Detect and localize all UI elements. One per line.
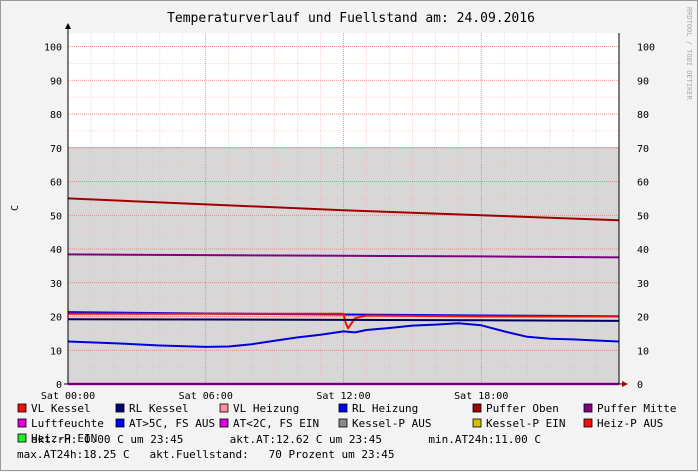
- legend-swatch: [115, 403, 125, 413]
- x-tick-label: Sat 12:00: [316, 391, 370, 402]
- legend-label: Heiz-P AUS: [597, 417, 663, 430]
- y-tick-label: 50: [50, 211, 62, 222]
- x-tick-label: Sat 06:00: [179, 391, 233, 402]
- y-tick-label: 20: [50, 313, 62, 324]
- legend-swatch: [338, 418, 348, 428]
- legend-swatch: [219, 418, 229, 428]
- legend-swatch: [17, 433, 27, 443]
- y-tick-label: 70: [50, 144, 62, 155]
- y-tick-label: 90: [50, 76, 62, 87]
- y-tick-label: 100: [44, 43, 62, 54]
- series-line: [68, 312, 619, 330]
- series-line: [67, 318, 620, 322]
- chart-title: Temperaturverlauf und Fuellstand am: 24.…: [167, 11, 535, 26]
- legend-label: Kessel-P AUS: [352, 417, 431, 430]
- legend: VL Kessel RL Kessel VL Heizung RL Heizung Pu…: [17, 402, 676, 445]
- legend-label: Kessel-P EIN: [486, 417, 565, 430]
- y-tick-label: 40: [50, 245, 62, 256]
- legend-label: RL Kessel: [129, 402, 189, 415]
- legend-label: Puffer Mitte: [597, 402, 676, 415]
- y-tick-label: 10: [50, 346, 62, 357]
- stats-line-1: akt.rH: 0.00 C um 23:45 akt.AT:12.62 C u…: [31, 433, 541, 446]
- y-tick-label-right: 40: [637, 245, 649, 256]
- y-tick-label-right: 30: [637, 279, 649, 290]
- x-axis-arrow: [622, 381, 628, 387]
- stats-line-2: max.AT24h:18.25 C akt.Fuellstand: 70 Pro…: [17, 448, 395, 461]
- series-line: [67, 197, 620, 222]
- y-tick-label: 60: [50, 178, 62, 189]
- legend-label: VL Kessel: [31, 402, 91, 415]
- y-tick-label: 0: [56, 380, 62, 391]
- legend-swatch: [219, 403, 229, 413]
- legend-swatch: [17, 418, 27, 428]
- watermark: RRDTOOL / TOBI OETIKER: [685, 7, 693, 101]
- legend-label: VL Heizung: [233, 402, 299, 415]
- y-tick-label-right: 70: [637, 144, 649, 155]
- y-axis-label: C: [10, 205, 21, 211]
- legend-label: Heiz-P EIN: [31, 432, 97, 445]
- series-line: [67, 253, 620, 259]
- y-tick-labels-left: 0 10 20 30 40 50 60 70 80 90 100: [44, 43, 62, 392]
- y-tick-label-right: 60: [637, 178, 649, 189]
- legend-label: Luftfeuchte: [31, 417, 104, 430]
- series-line: [67, 322, 620, 348]
- legend-label: Puffer Oben: [486, 402, 559, 415]
- legend-swatch: [472, 403, 482, 413]
- y-tick-label: 80: [50, 110, 62, 121]
- legend-label: RL Heizung: [352, 402, 418, 415]
- y-tick-label-right: 10: [637, 346, 649, 357]
- y-tick-label-right: 0: [637, 380, 643, 391]
- y-tick-label-right: 80: [637, 110, 649, 121]
- legend-swatch: [583, 403, 593, 413]
- x-tick-labels: Sat 00:00 Sat 06:00 Sat 12:00 Sat 18:00: [41, 391, 508, 402]
- y-tick-label: 30: [50, 279, 62, 290]
- legend-label: AT<2C, FS EIN: [233, 417, 319, 430]
- legend-swatch: [338, 403, 348, 413]
- legend-swatch: [17, 403, 27, 413]
- y-tick-label-right: 100: [637, 43, 655, 54]
- axes: [64, 23, 628, 387]
- x-tick-label: Sat 00:00: [41, 391, 95, 402]
- y-tick-label-right: 50: [637, 211, 649, 222]
- y-tick-label-right: 90: [637, 76, 649, 87]
- legend-label: AT>5C, FS AUS: [129, 417, 215, 430]
- legend-swatch: [583, 418, 593, 428]
- legend-swatch: [472, 418, 482, 428]
- x-tick-label: Sat 18:00: [454, 391, 508, 402]
- minor-grid: [68, 33, 619, 384]
- y-axis-arrow: [65, 23, 71, 29]
- y-tick-label-right: 20: [637, 313, 649, 324]
- legend-swatch: [115, 418, 125, 428]
- y-tick-labels-right: 0 10 20 30 40 50 60 70 80 90 100: [637, 43, 655, 392]
